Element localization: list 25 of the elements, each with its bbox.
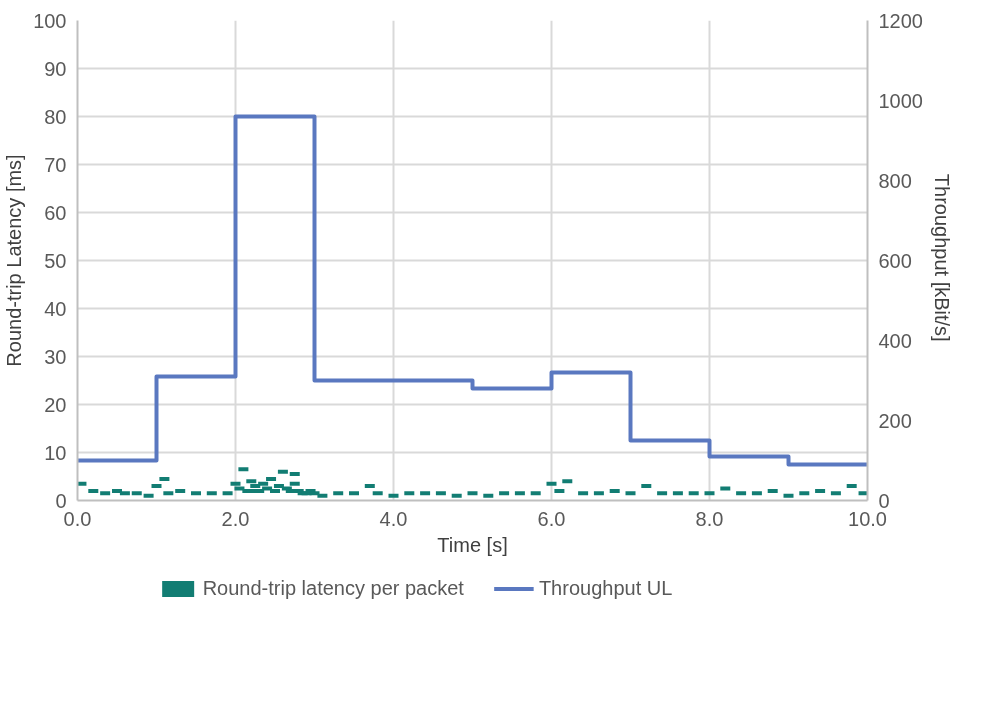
x-tick-label: 4.0 — [379, 507, 408, 530]
x-tick-label: 6.0 — [537, 507, 566, 530]
y-tick-label: 80 — [44, 105, 67, 128]
y-axis-title: Round-trip Latency [ms] — [3, 154, 26, 367]
y-tick-label: 10 — [44, 441, 67, 464]
y2-tick-label: 400 — [878, 329, 912, 352]
y2-tick-label: 1200 — [878, 9, 923, 32]
y2-axis-title: Throughput [kBit/s] — [930, 173, 953, 342]
y-tick-label: 50 — [44, 249, 67, 272]
y2-tick-label: 1000 — [878, 89, 923, 112]
y-tick-label: 40 — [44, 297, 67, 320]
y-tick-label: 30 — [44, 345, 67, 368]
x-tick-label: 8.0 — [695, 507, 724, 530]
y-tick-label: 100 — [33, 9, 67, 32]
y-tick-label: 90 — [44, 57, 67, 80]
y2-tick-label: 600 — [878, 249, 912, 272]
y-tick-label: 70 — [44, 153, 67, 176]
y-tick-label: 60 — [44, 201, 67, 224]
y-tick-label: 20 — [44, 393, 67, 416]
x-axis-title: Time [s] — [437, 533, 508, 556]
y2-tick-label: 200 — [878, 409, 912, 432]
legend-label: Round-trip latency per packet — [202, 576, 464, 600]
legend-label: Throughput UL — [538, 576, 673, 600]
y2-tick-label: 800 — [878, 169, 912, 192]
x-tick-label: 2.0 — [221, 507, 250, 530]
